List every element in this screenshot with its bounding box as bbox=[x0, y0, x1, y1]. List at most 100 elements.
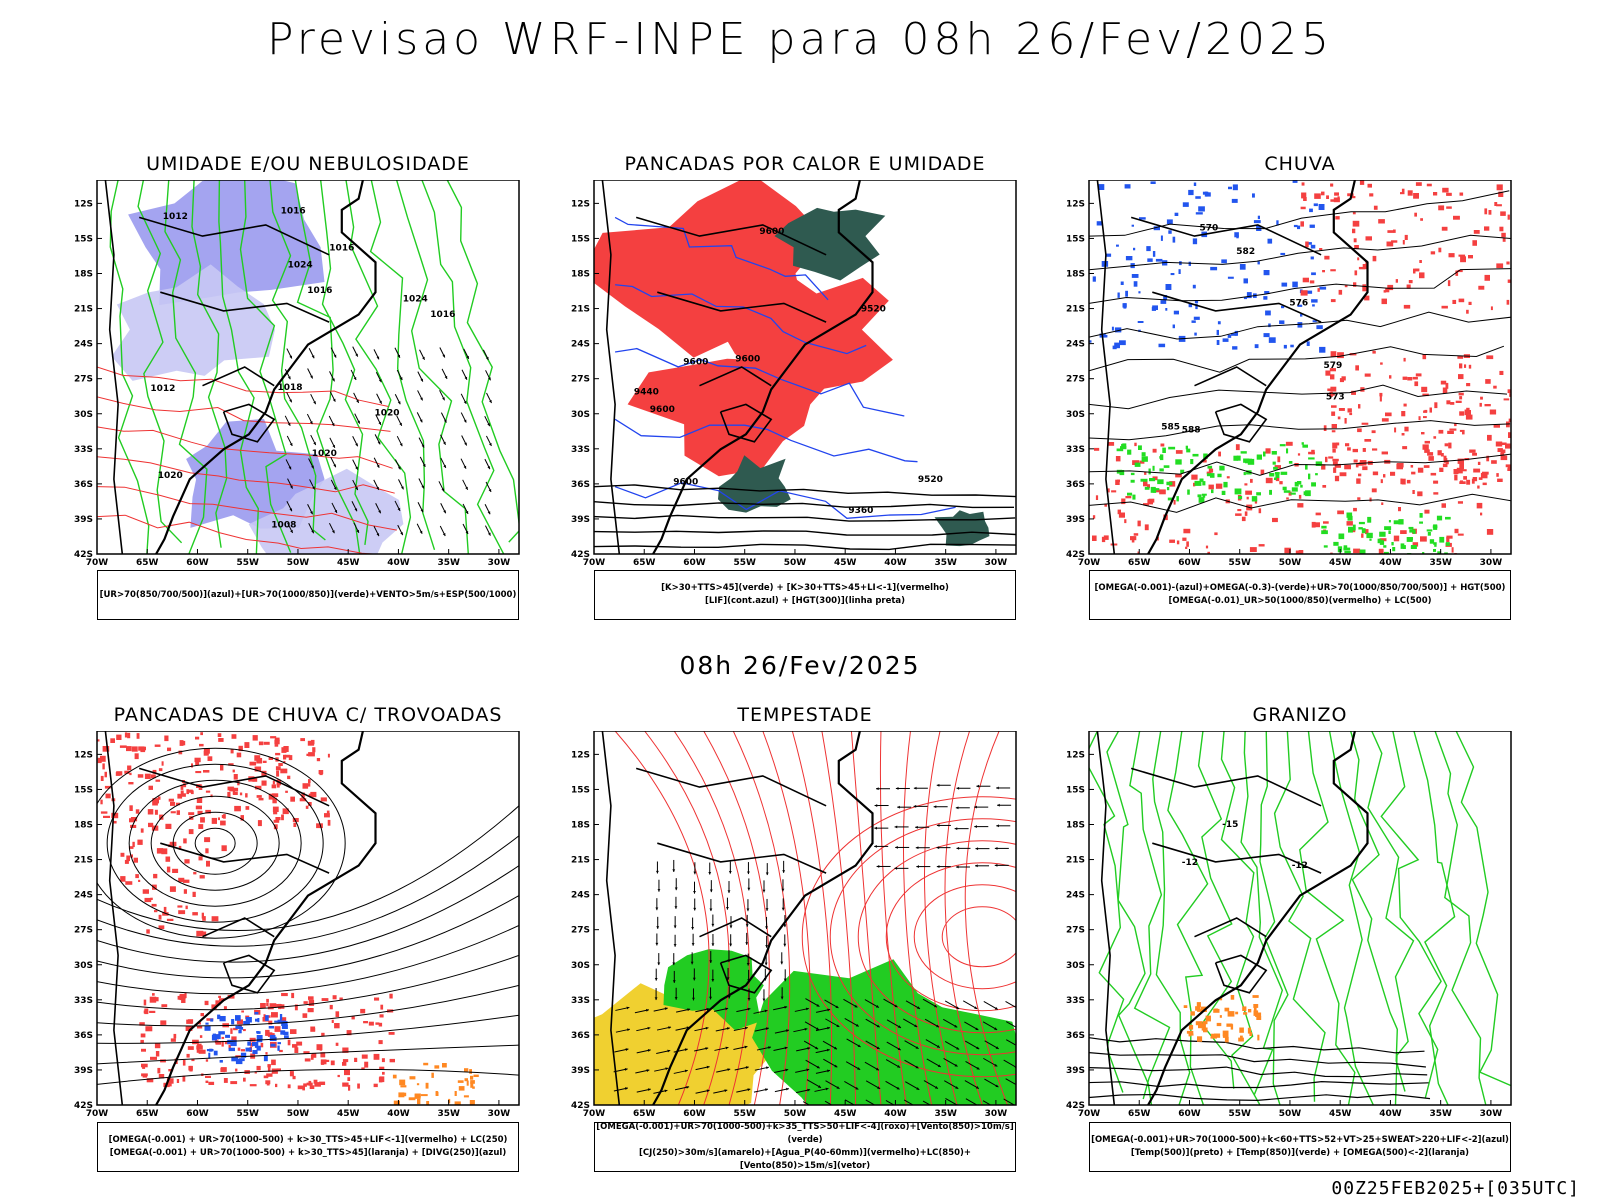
border-line bbox=[1130, 767, 1322, 807]
border-line bbox=[138, 216, 330, 256]
legend-line: [OMEGA(-0.001)+UR>70(1000-500)+k>35_TTS>… bbox=[596, 1122, 1014, 1145]
y-tick-label: 36S bbox=[1066, 480, 1085, 490]
contour-label: 588 bbox=[1182, 425, 1201, 435]
contour-label: 576 bbox=[1289, 299, 1308, 309]
y-tick-label: 18S bbox=[74, 270, 93, 280]
contour-label: 1024 bbox=[288, 261, 313, 271]
y-tick-label: 39S bbox=[74, 515, 93, 525]
x-tick-label: 40W bbox=[1379, 558, 1402, 568]
contour-label: 1016 bbox=[329, 243, 354, 253]
map-frame bbox=[593, 731, 1017, 1106]
west-coastline bbox=[104, 731, 124, 1105]
y-tick-label: 12S bbox=[571, 199, 590, 209]
contour-label: 1008 bbox=[271, 521, 296, 531]
legend-line: [OMEGA(-0.001) + UR>70(1000-500) + k>30_… bbox=[108, 1135, 508, 1145]
panel-title-umidade: UMIDADE E/OU NEBULOSIDADE bbox=[146, 153, 470, 175]
y-tick-label: 24S bbox=[74, 340, 93, 350]
x-tick-label: 30W bbox=[488, 558, 511, 568]
contour-label: 9360 bbox=[848, 506, 873, 516]
run-label: 00Z25FEB2025+[035UTC] bbox=[1331, 1178, 1580, 1199]
y-tick-label: 36S bbox=[571, 480, 590, 490]
contour-label: 9600 bbox=[759, 227, 784, 237]
border-line bbox=[1214, 403, 1268, 443]
valid-time-label: 08h 26/Fev/2025 bbox=[679, 651, 921, 680]
y-tick-label: 24S bbox=[1066, 340, 1085, 350]
border-line bbox=[202, 917, 275, 938]
legend-tempestade: [OMEGA(-0.001)+UR>70(1000-500)+k>35_TTS>… bbox=[594, 1122, 1016, 1172]
map-frame bbox=[1088, 731, 1512, 1106]
contour-label: 1016 bbox=[430, 310, 455, 320]
legend-line: [OMEGA(-0.001)+UR>70(1000-500)+k<60+TTS>… bbox=[1091, 1135, 1509, 1145]
x-tick-label: 35W bbox=[437, 1109, 460, 1119]
y-tick-label: 27S bbox=[74, 926, 93, 936]
map-frame bbox=[1088, 180, 1512, 555]
x-tick-label: 55W bbox=[236, 558, 259, 568]
y-tick-label: 42S bbox=[571, 1101, 590, 1111]
contour-label: 9520 bbox=[861, 304, 886, 314]
border-line bbox=[657, 842, 827, 874]
x-tick-label: 45W bbox=[337, 1109, 360, 1119]
x-tick-label: 65W bbox=[1128, 558, 1151, 568]
x-tick-label: 60W bbox=[186, 1109, 209, 1119]
x-tick-label: 50W bbox=[287, 1109, 310, 1119]
y-tick-label: 33S bbox=[1066, 445, 1085, 455]
y-tick-label: 42S bbox=[571, 550, 590, 560]
legend-pancadas_trovoadas: [OMEGA(-0.001) + UR>70(1000-500) + k>30_… bbox=[97, 1122, 519, 1172]
x-tick-label: 50W bbox=[1279, 558, 1302, 568]
x-tick-label: 35W bbox=[437, 558, 460, 568]
y-tick-label: 15S bbox=[571, 234, 590, 244]
contour-label: -12 bbox=[1292, 861, 1308, 871]
x-tick-label: 70W bbox=[583, 1109, 606, 1119]
y-tick-label: 33S bbox=[1066, 996, 1085, 1006]
west-coastline bbox=[601, 731, 621, 1105]
west-coastline bbox=[601, 180, 621, 554]
y-tick-label: 12S bbox=[74, 750, 93, 760]
x-tick-label: 70W bbox=[583, 558, 606, 568]
y-tick-label: 39S bbox=[1066, 1066, 1085, 1076]
contour-label: 9600 bbox=[673, 478, 698, 488]
x-tick-label: 30W bbox=[488, 1109, 511, 1119]
y-tick-label: 39S bbox=[571, 1066, 590, 1076]
panel-title-granizo: GRANIZO bbox=[1252, 704, 1348, 726]
border-line bbox=[719, 954, 773, 994]
border-line bbox=[657, 291, 827, 323]
legend-umidade: [UR>70(850/700/500)](azul)+[UR>70(1000/8… bbox=[97, 570, 519, 620]
y-tick-label: 42S bbox=[1066, 1101, 1085, 1111]
x-tick-label: 70W bbox=[1078, 558, 1101, 568]
legend-pancadas_calor: [K>30+TTS>45](verde) + [K>30+TTS>45+LI<-… bbox=[594, 570, 1016, 620]
border-line bbox=[160, 291, 330, 323]
map-tempestade: 70W 65W 60W 55W 50W 45W 40W 35W 30W 12S 15S 18S 21S 2… bbox=[571, 731, 1017, 1119]
legend-line: [LIF](cont.azul) + [HGT(300)](linha pret… bbox=[704, 596, 906, 606]
border-line bbox=[699, 366, 772, 387]
y-tick-label: 12S bbox=[1066, 750, 1085, 760]
border-line bbox=[719, 403, 773, 443]
x-tick-label: 55W bbox=[733, 558, 756, 568]
contour-label: -15 bbox=[1222, 820, 1238, 830]
contour-label: 1012 bbox=[163, 212, 188, 222]
contour-label: 582 bbox=[1236, 247, 1255, 257]
y-tick-label: 39S bbox=[571, 515, 590, 525]
y-tick-label: 27S bbox=[1066, 375, 1085, 385]
west-coastline bbox=[1096, 180, 1116, 554]
coastline bbox=[652, 731, 874, 1105]
x-tick-label: 45W bbox=[834, 558, 857, 568]
x-tick-label: 65W bbox=[136, 1109, 159, 1119]
x-tick-label: 60W bbox=[1178, 558, 1201, 568]
y-tick-label: 21S bbox=[571, 305, 590, 315]
border-line bbox=[222, 403, 276, 443]
border-line bbox=[222, 954, 276, 994]
legend-line: [OMEGA(-0.01)_UR>50(1000/850)(vermelho) … bbox=[1168, 596, 1432, 606]
legend-line: [K>30+TTS>45](verde) + [K>30+TTS>45+LI<-… bbox=[661, 583, 949, 593]
y-tick-label: 33S bbox=[74, 445, 93, 455]
map-granizo: -15 -12 -12 70W 65W 60W 55W 50W 45W 40W 35W 30W 12S 1… bbox=[1066, 731, 1512, 1119]
x-tick-label: 40W bbox=[884, 558, 907, 568]
y-tick-label: 27S bbox=[1066, 926, 1085, 936]
x-tick-label: 65W bbox=[136, 558, 159, 568]
coastline bbox=[155, 180, 377, 554]
x-tick-label: 60W bbox=[683, 558, 706, 568]
y-tick-label: 24S bbox=[571, 340, 590, 350]
contour-label: 1018 bbox=[278, 383, 303, 393]
y-tick-label: 30S bbox=[1066, 410, 1085, 420]
x-tick-label: 30W bbox=[985, 558, 1008, 568]
x-tick-label: 45W bbox=[1329, 1109, 1352, 1119]
